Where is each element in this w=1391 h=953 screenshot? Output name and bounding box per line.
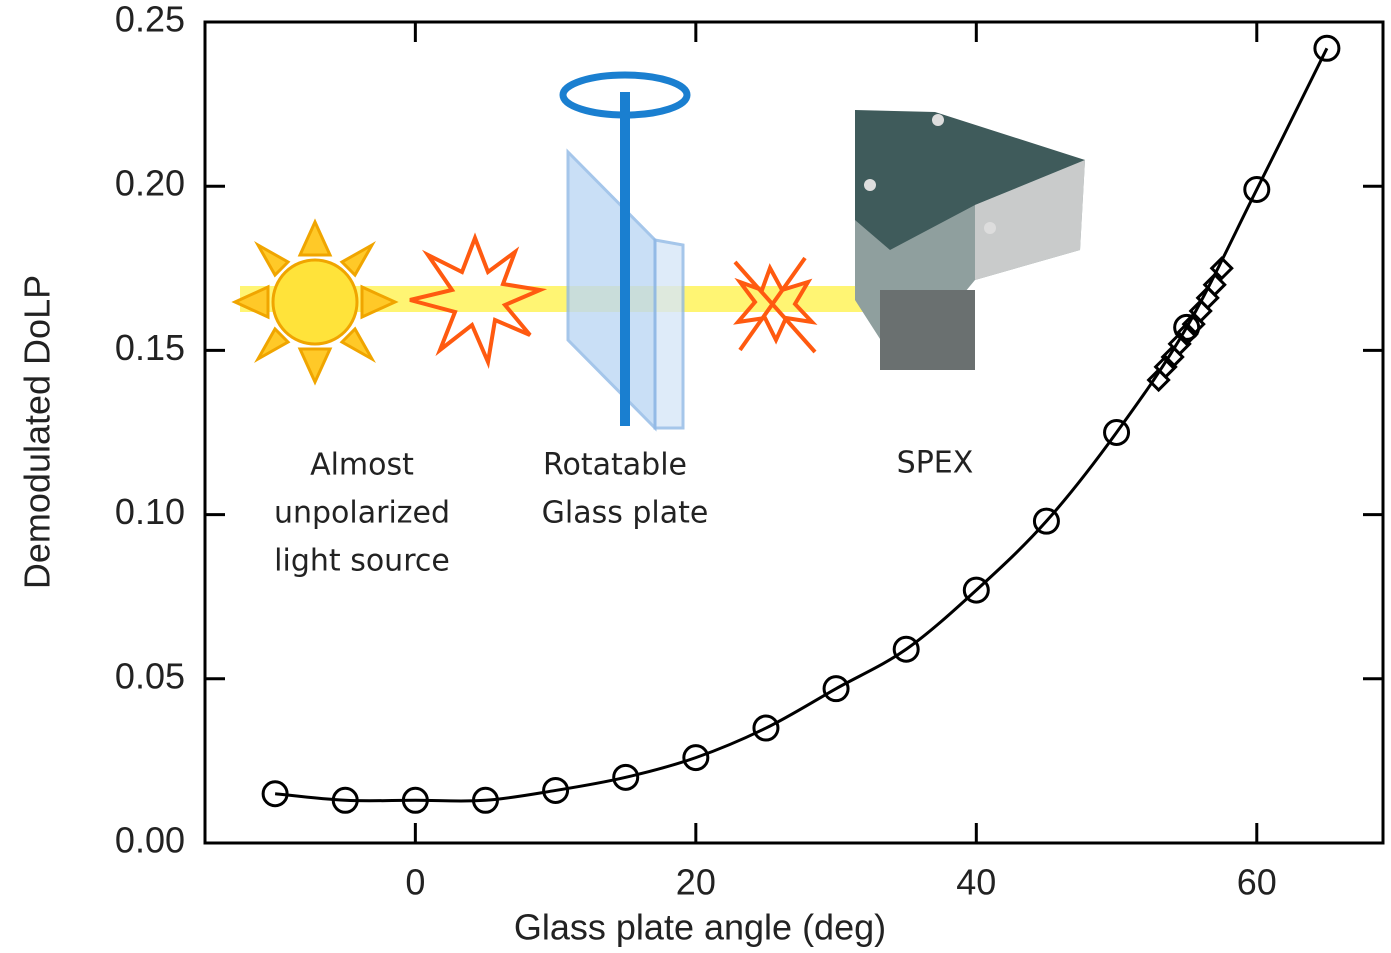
- annotation: Almost: [310, 448, 414, 483]
- point: [1209, 256, 1234, 281]
- point: [682, 744, 710, 772]
- plot-frame: [203, 20, 1385, 845]
- annotation: SPEX: [897, 446, 974, 481]
- fit-line: [274, 47, 1329, 803]
- x-axis-label: Glass plate angle (deg): [514, 907, 886, 948]
- sun: [231, 218, 399, 386]
- point: [401, 786, 429, 814]
- annotation: Glass plate: [542, 496, 709, 531]
- glass-plate: [566, 148, 657, 432]
- y-tick-label: 0.00: [115, 820, 185, 861]
- x-tick-label: 60: [1237, 862, 1277, 903]
- point: [962, 576, 990, 604]
- x-tick-label: 0: [405, 862, 425, 903]
- point: [1202, 272, 1227, 297]
- point: [1103, 419, 1131, 446]
- point: [892, 635, 920, 663]
- point: [1032, 507, 1060, 535]
- point: [542, 776, 570, 804]
- polarized-star: [733, 256, 818, 354]
- y-tick-label: 0.10: [115, 491, 185, 532]
- point: [1313, 34, 1341, 62]
- x-tick-label: 20: [676, 862, 716, 903]
- y-tick-label: 0.25: [115, 0, 185, 40]
- point: [1153, 354, 1178, 379]
- annotation: unpolarized: [274, 496, 450, 531]
- rotation-arrow: [559, 71, 691, 119]
- point: [471, 786, 499, 814]
- point: [612, 763, 640, 791]
- annotation: light source: [274, 544, 450, 579]
- scatter-star: [409, 232, 548, 370]
- point: [331, 786, 359, 814]
- point: [1167, 331, 1192, 356]
- y-tick-label: 0.05: [115, 655, 185, 696]
- spex-instrument: [855, 110, 1085, 370]
- rotation-axis: [620, 92, 630, 426]
- glass-edge: [653, 238, 685, 430]
- annotation: Rotatable: [543, 448, 687, 483]
- point: [1174, 321, 1199, 347]
- y-tick-label: 0.20: [115, 163, 185, 204]
- y-tick-label: 0.15: [115, 327, 185, 368]
- point: [1243, 175, 1271, 203]
- diagram: [231, 71, 1085, 432]
- point: [261, 780, 289, 808]
- point: [752, 714, 780, 742]
- point: [822, 675, 850, 703]
- x-tick-label: 40: [956, 862, 996, 903]
- y-axis-label: Demodulated DoLP: [17, 275, 58, 589]
